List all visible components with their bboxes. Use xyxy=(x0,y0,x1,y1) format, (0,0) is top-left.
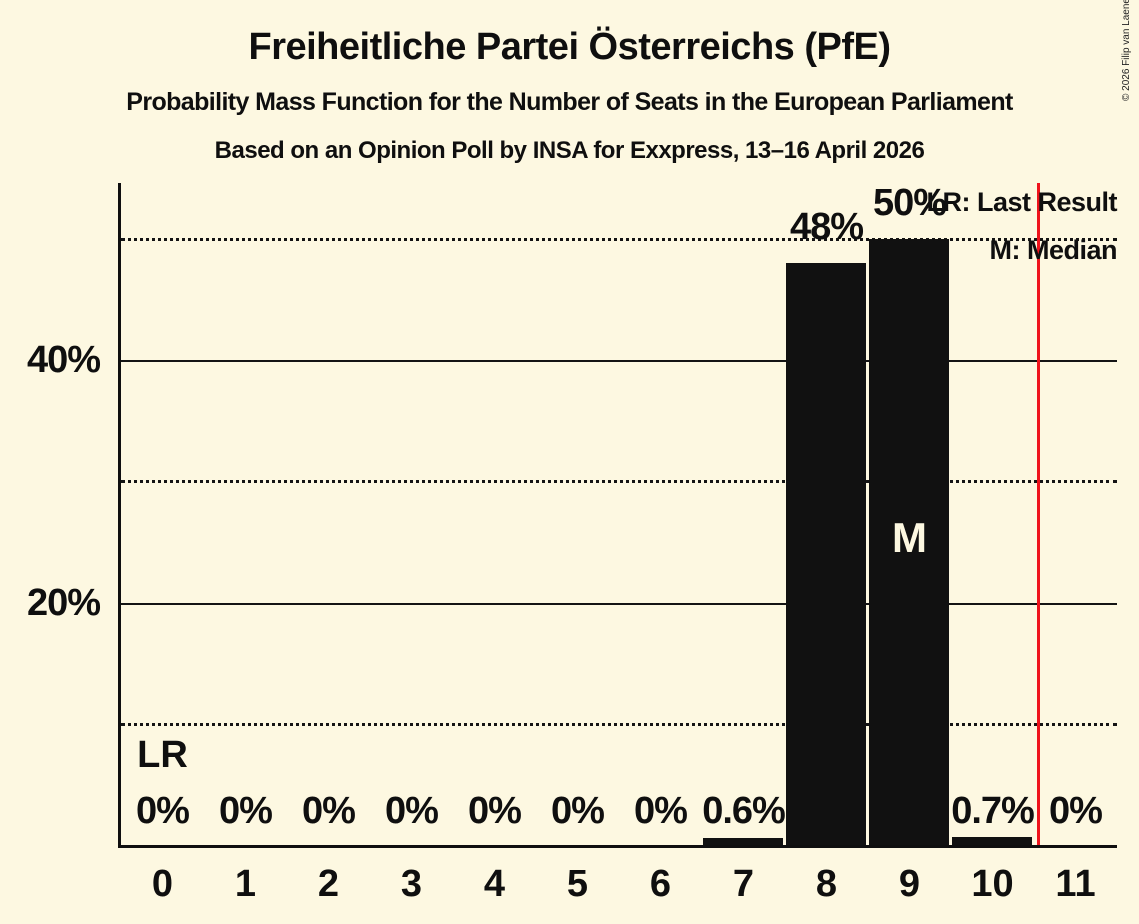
category-column-1: 0% 1 xyxy=(204,183,287,905)
category-column-0: 0% LR 0 xyxy=(121,183,204,905)
bar-value-label: 0% xyxy=(551,790,605,832)
bar-value-label: 0% xyxy=(1049,790,1103,832)
chart-title: Freiheitliche Partei Österreichs (PfE) xyxy=(248,26,891,68)
category-column-6: 0% 6 xyxy=(619,183,702,905)
category-column-10: 0.7% 10 xyxy=(951,183,1035,905)
bar-value-label: 0% xyxy=(468,790,522,832)
gridline-50pct xyxy=(121,238,1117,241)
y-tick-label-40: 40% xyxy=(26,339,101,382)
x-tick-label-1: 1 xyxy=(234,863,257,905)
x-tick-label-10: 10 xyxy=(971,863,1014,905)
x-tick-label-8: 8 xyxy=(815,863,838,905)
bar-seats-8 xyxy=(786,263,866,845)
x-tick-label-2: 2 xyxy=(317,863,340,905)
category-column-8: 48% 8 xyxy=(785,183,868,905)
gridline-10pct xyxy=(121,722,1117,726)
bar-value-label: 50% xyxy=(872,182,947,224)
gridline-30pct xyxy=(121,480,1117,484)
bar-value-label: 48% xyxy=(789,206,864,249)
chart-subtitle: Probability Mass Function for the Number… xyxy=(126,88,1013,116)
category-column-2: 0% 2 xyxy=(287,183,370,905)
bar-value-label: 0% xyxy=(302,790,356,832)
x-tick-label-7: 7 xyxy=(732,863,755,905)
gridline-40pct xyxy=(121,360,1117,363)
legend-median: M: Median xyxy=(989,235,1118,265)
bar-value-label: 0% xyxy=(385,790,439,832)
bar-value-label: 0% xyxy=(634,790,688,832)
last-result-marker: LR xyxy=(137,734,188,776)
x-tick-label-11: 11 xyxy=(1055,863,1096,905)
category-column-7: 0.6% 7 xyxy=(702,183,786,905)
gridline-20pct xyxy=(121,602,1117,605)
x-tick-label-0: 0 xyxy=(151,863,174,905)
category-column-5: 0% 5 xyxy=(536,183,619,905)
bar-seats-10 xyxy=(952,836,1032,845)
bar-seats-7 xyxy=(703,837,783,845)
y-tick-label-20: 20% xyxy=(26,581,101,624)
bar-value-label: 0.6% xyxy=(702,790,786,832)
category-column-3: 0% 3 xyxy=(370,183,453,905)
chart-source-note: Based on an Opinion Poll by INSA for Exx… xyxy=(214,137,925,164)
plot-area: 0% LR 0 0% 1 0% 2 0% 3 0% 4 0% 5 0% 6 0.6% 7 48% 8 50% M 9 0.7… xyxy=(118,182,1117,905)
copyright-notice: © 2026 Filip van Laenen xyxy=(1121,0,1132,101)
legend-last-result: LR: Last Result xyxy=(926,187,1117,217)
x-tick-label-6: 6 xyxy=(649,863,672,905)
category-column-4: 0% 4 xyxy=(453,183,536,905)
bar-seats-9 xyxy=(869,239,949,845)
x-tick-label-4: 4 xyxy=(483,863,506,905)
last-result-line xyxy=(1036,183,1040,845)
category-column-11: 0% 11 xyxy=(1034,183,1117,905)
median-marker: M xyxy=(892,514,927,561)
bar-value-label: 0% xyxy=(219,790,273,832)
x-tick-label-3: 3 xyxy=(400,863,423,905)
category-column-9: 50% M 9 xyxy=(868,182,951,905)
x-tick-label-5: 5 xyxy=(566,863,589,905)
bar-value-label: 0.7% xyxy=(951,790,1035,832)
bar-value-label: 0% xyxy=(136,790,190,832)
x-tick-label-9: 9 xyxy=(898,863,921,905)
